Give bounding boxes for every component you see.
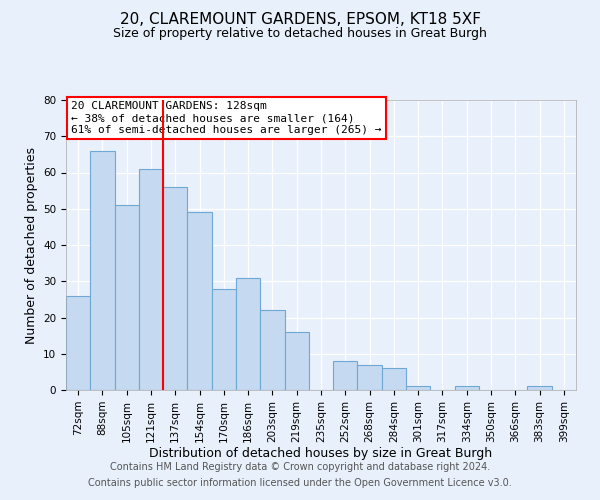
Bar (284, 332, 309, 390)
Text: 20, CLAREMOUNT GARDENS, EPSOM, KT18 5XF: 20, CLAREMOUNT GARDENS, EPSOM, KT18 5XF (119, 12, 481, 28)
Bar (115, 205, 139, 390)
Bar (358, 364, 382, 390)
Bar (187, 212, 212, 390)
Bar (527, 386, 552, 390)
Bar (66, 296, 90, 390)
Text: Contains public sector information licensed under the Open Government Licence v3: Contains public sector information licen… (88, 478, 512, 488)
Bar (406, 386, 430, 390)
Text: 20 CLAREMOUNT GARDENS: 128sqm
← 38% of detached houses are smaller (164)
61% of : 20 CLAREMOUNT GARDENS: 128sqm ← 38% of d… (71, 102, 382, 134)
Text: Size of property relative to detached houses in Great Burgh: Size of property relative to detached ho… (113, 28, 487, 40)
Bar (90, 151, 115, 390)
Bar (333, 361, 358, 390)
Bar (163, 187, 187, 390)
Bar (455, 386, 479, 390)
Bar (139, 169, 163, 390)
Y-axis label: Number of detached properties: Number of detached properties (25, 146, 38, 344)
Bar (260, 310, 284, 390)
Bar (382, 368, 406, 390)
Bar (212, 288, 236, 390)
Text: Contains HM Land Registry data © Crown copyright and database right 2024.: Contains HM Land Registry data © Crown c… (110, 462, 490, 472)
Bar (236, 278, 260, 390)
X-axis label: Distribution of detached houses by size in Great Burgh: Distribution of detached houses by size … (149, 448, 493, 460)
